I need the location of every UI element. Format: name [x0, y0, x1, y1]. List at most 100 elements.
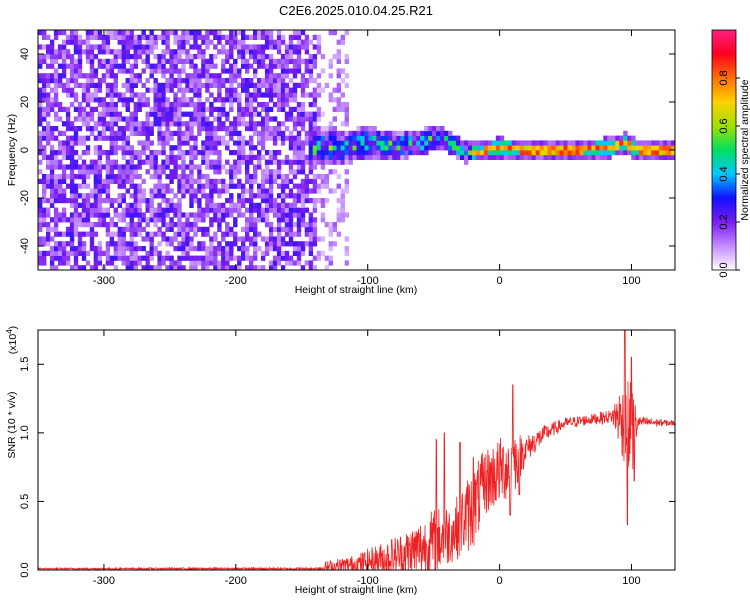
spectrogram-cell — [276, 63, 282, 69]
spectrogram-cell — [153, 68, 158, 74]
spectrogram-cell — [157, 140, 162, 146]
spectrogram-cell — [38, 178, 43, 184]
spectrogram-cell — [161, 82, 166, 88]
spectrogram-cell — [53, 135, 59, 141]
spectrogram-cell — [161, 111, 166, 117]
spectrogram-cell — [308, 164, 314, 170]
spectrogram-cell — [260, 193, 266, 199]
spectrogram-cell — [344, 30, 349, 36]
spectrogram-cell — [643, 140, 648, 146]
spectrogram-cell — [129, 183, 134, 189]
spectrogram-cell — [49, 188, 55, 194]
spectrogram-cell — [280, 202, 286, 208]
spectrogram-cell — [173, 97, 178, 103]
spectrogram-cell — [217, 106, 222, 112]
spectrogram-cell — [336, 135, 341, 141]
spectrogram-cell — [404, 130, 409, 136]
spectrogram-cell — [121, 231, 126, 237]
spectrogram-cell — [260, 58, 266, 64]
spectrogram-cell — [292, 30, 298, 36]
snr-y-label: SNR (10 * v/v) — [6, 391, 18, 458]
spectrogram-cell — [61, 231, 67, 237]
spectrogram-cell — [237, 111, 242, 117]
spectrogram-cell — [332, 226, 337, 232]
spectrogram-cell — [344, 58, 349, 64]
spectrogram-cell — [268, 92, 274, 98]
spectrogram-cell — [304, 82, 310, 88]
spectrogram-cell — [189, 202, 194, 208]
spectrogram-cell — [300, 241, 306, 247]
spectrogram-cell — [73, 183, 79, 189]
spectrogram-cell — [165, 188, 170, 194]
spectrogram-cell — [57, 260, 63, 266]
spectrogram-cell — [49, 159, 55, 165]
spectrogram-cell — [316, 92, 322, 98]
spectrogram-cell — [161, 188, 166, 194]
spectrogram-cell — [169, 68, 174, 74]
spectrogram-cell — [268, 97, 274, 103]
spectrogram-cell — [583, 154, 588, 160]
spectrogram-cell — [611, 140, 616, 146]
spectrogram-cell — [173, 92, 178, 98]
spectrogram-cell — [181, 255, 186, 261]
spectrogram-cell — [197, 174, 202, 180]
spectrogram-cell — [308, 154, 314, 160]
spectrogram-cell — [284, 58, 290, 64]
spectrogram-cell — [201, 63, 206, 69]
spectrogram-cell — [42, 92, 47, 98]
spectrogram-cell — [284, 250, 290, 256]
spectrogram-cell — [109, 87, 115, 93]
spectrogram-cell — [42, 217, 47, 223]
spectrogram-cell — [193, 265, 198, 270]
spectrogram-cell — [38, 102, 43, 108]
spectrogram-cell — [61, 241, 67, 247]
spectrogram-cell — [507, 140, 513, 146]
spectrogram-cell — [257, 111, 262, 117]
spectrogram-cell — [376, 140, 381, 146]
spectrogram-cell — [125, 255, 130, 261]
spectrogram-cell — [38, 226, 43, 232]
spectrogram-cell — [69, 73, 75, 79]
spectrogram-cell — [221, 49, 226, 55]
spectrogram-cell — [213, 231, 218, 237]
spectrogram-cell — [304, 207, 310, 213]
spectrogram-cell — [149, 207, 154, 213]
spectrogram-cell — [312, 126, 318, 132]
spectrogram-cell — [456, 145, 461, 151]
spectrogram-cell — [225, 34, 230, 40]
spectrogram-cell — [559, 145, 564, 151]
spectrogram-cell — [157, 178, 162, 184]
spectrogram-cell — [209, 178, 214, 184]
spectrogram-cell — [133, 183, 138, 189]
spectrogram-cell — [619, 140, 624, 146]
spectrogram-cell — [217, 207, 222, 213]
spectrogram-cell — [268, 174, 274, 180]
spectrogram-cell — [101, 63, 107, 69]
spectrogram-cell — [404, 154, 409, 160]
spectrogram-cell — [77, 212, 83, 218]
spectrogram-cell — [264, 207, 270, 213]
spectrogram-cell — [217, 241, 222, 247]
spectrogram-cell — [213, 34, 218, 40]
spectrogram-cell — [69, 217, 75, 223]
spectrogram-cell — [169, 87, 174, 93]
spectrogram-cell — [260, 154, 266, 160]
spectrogram-cell — [157, 63, 162, 69]
spectrogram-cell — [129, 111, 134, 117]
spectrogram-cell — [69, 236, 75, 242]
spectrogram-cell — [137, 212, 142, 218]
spectrogram-cell — [181, 44, 186, 50]
spectrogram-cell — [42, 154, 47, 160]
spectrogram-cell — [169, 255, 174, 261]
spectrogram-cell — [264, 126, 270, 132]
spectrogram-cell — [165, 159, 170, 165]
spectrogram-cell — [205, 97, 210, 103]
spectrogram-cell — [121, 226, 126, 232]
spectrogram-cell — [42, 126, 47, 132]
spectrogram-cell — [81, 198, 87, 204]
spectrogram-cell — [209, 236, 214, 242]
spectrogram-cell — [253, 82, 258, 88]
spectrogram-cell — [336, 198, 341, 204]
spectrogram-cell — [213, 159, 218, 165]
spectrogram-cell — [137, 246, 142, 252]
